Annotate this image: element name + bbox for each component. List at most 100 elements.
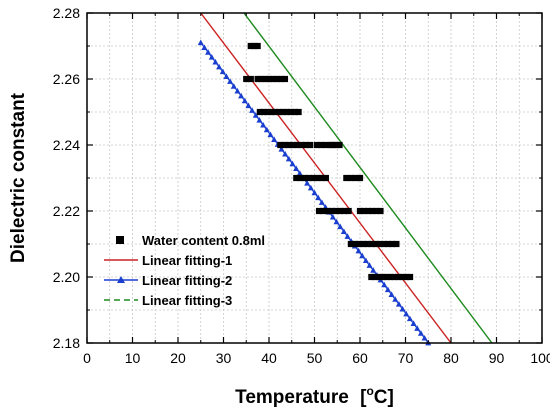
linear-fitting-2-marker — [267, 131, 274, 138]
water-content-point — [310, 174, 317, 182]
linear-fitting-2-marker — [201, 44, 208, 50]
water-content-point — [347, 174, 354, 182]
linear-fitting-2-marker — [315, 194, 322, 201]
x-axis-title: Temperature [oC] — [235, 384, 394, 408]
x-tick-label: 50 — [307, 350, 323, 366]
water-content-point — [356, 174, 364, 182]
linear-fitting-2-marker — [249, 107, 256, 113]
linear-fitting-2-marker — [263, 126, 270, 133]
x-axis-unit-c: C] — [374, 387, 394, 408]
water-content-point — [341, 207, 348, 215]
linear-fitting-2-marker — [392, 296, 399, 302]
water-content-point — [295, 108, 302, 116]
water-content-point — [302, 141, 309, 149]
water-content-point — [270, 75, 277, 83]
water-content-point — [315, 207, 323, 215]
linear-fitting-2-marker — [370, 267, 377, 273]
legend-symbol-triangle — [117, 276, 125, 283]
water-content-point — [272, 108, 279, 116]
water-content-point — [356, 240, 363, 248]
linear-fitting-2-marker — [362, 257, 369, 264]
linear-fitting-2-marker — [260, 121, 267, 128]
linear-fitting-2-marker — [414, 325, 421, 331]
water-content-point — [254, 42, 261, 50]
water-content-point — [395, 273, 402, 281]
linear-fitting-2-marker — [293, 165, 300, 172]
water-content-point — [247, 75, 254, 83]
water-content-point — [376, 240, 383, 248]
linear-fitting-2-marker — [230, 83, 237, 89]
x-axis-unit: [ — [360, 387, 367, 408]
linear-fitting-2-marker — [252, 112, 259, 118]
y-tick-label: 2.26 — [53, 71, 80, 87]
linear-fitting-2-marker — [311, 189, 318, 196]
water-content-point — [260, 108, 267, 116]
water-content-point — [320, 207, 327, 215]
water-content-point — [372, 240, 379, 248]
water-content-point — [406, 273, 414, 281]
linear-fitting-2-marker — [238, 92, 245, 99]
linear-fitting-2-marker — [245, 102, 252, 109]
water-content-point — [393, 240, 400, 248]
legend-label: Linear fitting-2 — [142, 273, 232, 288]
x-tick-label: 80 — [443, 350, 459, 366]
water-content-point — [356, 207, 364, 215]
water-content-point — [289, 141, 297, 149]
water-content-point — [368, 240, 375, 248]
linear-fitting-2-marker — [329, 213, 336, 220]
water-content-point — [297, 174, 304, 182]
linear-fitting-2-marker — [227, 78, 234, 84]
linear-fitting-2-marker — [359, 252, 366, 259]
water-content-point — [305, 174, 313, 182]
x-tick-label: 70 — [398, 350, 414, 366]
linear-fitting-2-marker — [406, 315, 413, 322]
linear-fitting-2-marker — [333, 218, 340, 225]
linear-fitting-2-marker — [278, 146, 285, 152]
linear-fitting-2-marker — [219, 68, 226, 75]
water-content-point — [264, 108, 271, 116]
y-tick-label: 2.24 — [53, 137, 80, 153]
linear-fitting-2-marker — [384, 286, 391, 293]
y-tick-label: 2.22 — [53, 203, 80, 219]
water-content-point — [391, 273, 398, 281]
x-tick-label: 40 — [261, 350, 277, 366]
water-content-point — [251, 42, 258, 50]
water-content-point — [266, 75, 273, 83]
linear-fitting-2-marker — [208, 54, 215, 60]
x-tick-label: 60 — [352, 350, 368, 366]
water-content-point — [293, 174, 300, 182]
water-content-point — [243, 75, 250, 83]
water-content-point — [324, 207, 331, 215]
linear-fitting-2-marker — [307, 184, 314, 191]
linear-fitting-2-marker — [285, 155, 292, 162]
water-content-point — [385, 240, 392, 248]
water-content-point — [379, 273, 387, 281]
water-content-point — [360, 207, 368, 215]
linear-fitting-2-marker — [223, 73, 230, 80]
water-content-point — [283, 108, 291, 116]
water-content-point — [285, 141, 292, 149]
water-content-point — [318, 141, 325, 149]
water-content-point — [347, 240, 354, 248]
water-content-point — [281, 75, 289, 83]
water-content-point — [287, 108, 294, 116]
ticks — [86, 12, 543, 344]
linear-fitting-2-marker — [337, 223, 344, 230]
water-content-point — [369, 207, 376, 215]
water-content-point — [291, 108, 298, 116]
water-content-point — [383, 273, 390, 281]
linear-fitting-2-marker — [381, 281, 388, 288]
data-layer — [197, 13, 493, 346]
water-content-point — [322, 174, 329, 182]
water-content-point — [345, 207, 352, 215]
linear-fitting-2-marker — [256, 116, 263, 123]
water-content-point — [313, 141, 320, 149]
water-content-point — [336, 141, 343, 149]
water-content-point — [306, 141, 314, 149]
x-tick-label: 90 — [489, 350, 505, 366]
water-content-point — [281, 141, 288, 149]
linear-fitting-2-marker — [216, 63, 223, 70]
x-tick-label: 100 — [530, 350, 550, 366]
water-content-point — [329, 141, 336, 149]
water-content-point — [337, 207, 344, 215]
